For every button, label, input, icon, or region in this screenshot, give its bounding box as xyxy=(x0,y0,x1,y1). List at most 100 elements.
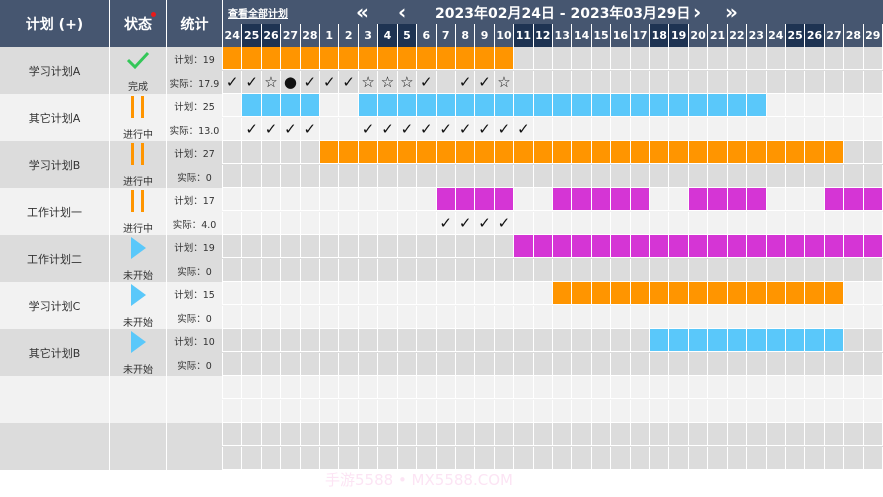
day-cell[interactable] xyxy=(242,306,262,329)
day-cell[interactable] xyxy=(591,329,612,352)
day-cell[interactable] xyxy=(708,447,728,470)
day-cell[interactable] xyxy=(553,118,573,141)
day-cell[interactable] xyxy=(223,282,243,305)
day-cell[interactable] xyxy=(358,165,379,188)
day-cell[interactable] xyxy=(785,376,806,399)
day-cell[interactable] xyxy=(417,282,437,305)
plan-bar-cell[interactable] xyxy=(708,188,728,211)
day-cell[interactable] xyxy=(863,141,883,164)
day-cell[interactable] xyxy=(339,329,359,352)
day-cell[interactable] xyxy=(378,212,398,235)
day-cell[interactable] xyxy=(223,400,243,423)
day-cell[interactable] xyxy=(727,165,748,188)
plan-bar-cell[interactable] xyxy=(766,329,786,352)
day-cell[interactable] xyxy=(397,306,418,329)
day-cell[interactable] xyxy=(281,376,301,399)
day-cell[interactable] xyxy=(688,376,709,399)
day-cell[interactable] xyxy=(650,376,670,399)
day-cell[interactable] xyxy=(650,400,670,423)
plan-bar-cell[interactable] xyxy=(358,94,379,117)
day-cell[interactable] xyxy=(300,188,321,211)
day-cell[interactable] xyxy=(591,353,612,376)
day-cell[interactable] xyxy=(785,212,806,235)
day-cell[interactable] xyxy=(320,447,340,470)
day-cell[interactable] xyxy=(688,423,709,446)
plan-bar-cell[interactable] xyxy=(824,329,845,352)
day-cell[interactable] xyxy=(533,282,553,305)
day-cell[interactable] xyxy=(766,376,786,399)
day-cell[interactable] xyxy=(727,447,748,470)
day-cell[interactable] xyxy=(358,423,379,446)
day-cell[interactable] xyxy=(417,423,437,446)
day-cell[interactable] xyxy=(242,353,262,376)
plan-column-header[interactable]: 计划 (+) xyxy=(0,0,110,47)
day-cell[interactable] xyxy=(514,188,534,211)
day-cell[interactable] xyxy=(611,447,631,470)
plan-bar-cell[interactable] xyxy=(533,141,553,164)
day-cell[interactable] xyxy=(669,212,689,235)
day-cell[interactable] xyxy=(766,212,786,235)
day-cell[interactable] xyxy=(785,259,806,282)
day-cell[interactable] xyxy=(844,118,864,141)
day-cell[interactable] xyxy=(242,235,262,258)
day-cell[interactable] xyxy=(223,141,243,164)
plan-name[interactable]: 工作计划一 xyxy=(0,188,110,235)
day-cell[interactable] xyxy=(669,118,689,141)
plan-bar-cell[interactable] xyxy=(572,235,592,258)
day-cell[interactable] xyxy=(281,235,301,258)
day-cell[interactable] xyxy=(805,376,825,399)
day-cell[interactable] xyxy=(863,400,883,423)
plan-bar-cell[interactable] xyxy=(824,141,845,164)
plan-bar-cell[interactable] xyxy=(455,141,476,164)
day-cell[interactable] xyxy=(397,376,418,399)
day-cell[interactable] xyxy=(320,282,340,305)
day-cell[interactable] xyxy=(358,447,379,470)
day-cell[interactable] xyxy=(261,188,282,211)
day-cell[interactable] xyxy=(844,447,864,470)
day-cell[interactable] xyxy=(514,423,534,446)
day-cell[interactable] xyxy=(553,212,573,235)
view-all-plans-link[interactable]: 查看全部计划 xyxy=(228,9,288,20)
day-cell[interactable] xyxy=(358,376,379,399)
plan-bar-cell[interactable] xyxy=(727,282,748,305)
check-mark-icon[interactable]: ✓ xyxy=(475,118,495,141)
plan-bar-cell[interactable] xyxy=(533,235,553,258)
plan-bar-cell[interactable] xyxy=(844,235,864,258)
day-cell[interactable] xyxy=(553,376,573,399)
plan-bar-cell[interactable] xyxy=(630,141,651,164)
day-cell[interactable] xyxy=(300,353,321,376)
plan-bar-cell[interactable] xyxy=(455,188,476,211)
day-cell[interactable] xyxy=(494,306,515,329)
day-cell[interactable] xyxy=(572,212,592,235)
check-mark-icon[interactable]: ✓ xyxy=(417,71,437,94)
day-cell[interactable] xyxy=(378,165,398,188)
day-cell[interactable] xyxy=(747,400,767,423)
day-cell[interactable] xyxy=(669,71,689,94)
day-cell[interactable] xyxy=(553,71,573,94)
check-mark-icon[interactable]: ✓ xyxy=(475,212,495,235)
star-icon[interactable]: ☆ xyxy=(494,71,515,94)
day-cell[interactable] xyxy=(223,118,243,141)
plan-name[interactable]: 工作计划二 xyxy=(0,235,110,282)
day-cell[interactable] xyxy=(475,235,495,258)
day-cell[interactable] xyxy=(766,306,786,329)
check-mark-icon[interactable]: ✓ xyxy=(320,71,340,94)
plan-bar-cell[interactable] xyxy=(494,94,515,117)
plan-bar-cell[interactable] xyxy=(650,235,670,258)
day-cell[interactable] xyxy=(630,447,651,470)
day-cell[interactable] xyxy=(669,259,689,282)
day-cell[interactable] xyxy=(785,118,806,141)
day-cell[interactable] xyxy=(261,447,282,470)
check-mark-icon[interactable]: ✓ xyxy=(436,118,456,141)
day-cell[interactable] xyxy=(223,165,243,188)
plan-bar-cell[interactable] xyxy=(378,47,398,70)
day-cell[interactable] xyxy=(805,400,825,423)
plan-bar-cell[interactable] xyxy=(572,188,592,211)
check-mark-icon[interactable]: ✓ xyxy=(455,212,476,235)
day-cell[interactable] xyxy=(824,447,845,470)
day-cell[interactable] xyxy=(300,259,321,282)
day-cell[interactable] xyxy=(708,353,728,376)
day-cell[interactable] xyxy=(863,259,883,282)
check-mark-icon[interactable]: ✓ xyxy=(494,212,515,235)
day-cell[interactable] xyxy=(417,400,437,423)
